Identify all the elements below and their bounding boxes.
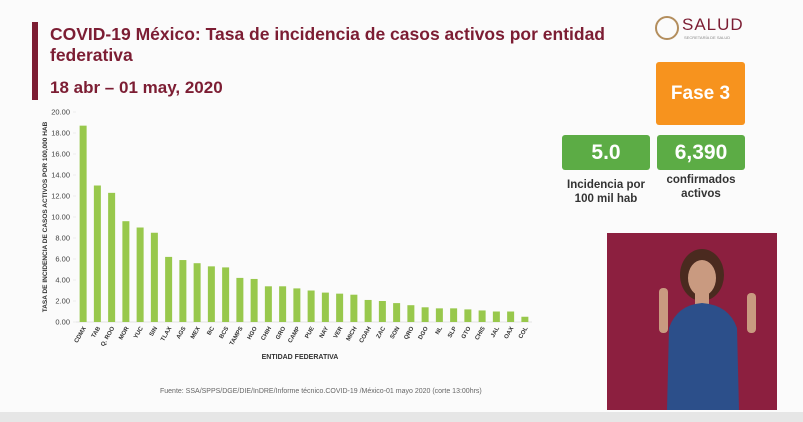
x-tick-label: Q. ROO [100, 326, 116, 348]
logo-sub: SECRETARÍA DE SALUD [684, 35, 731, 40]
incidence-caption: Incidencia por 100 mil hab [567, 179, 645, 205]
x-tick-label: GRO [275, 326, 287, 341]
incidence-box: 5.0 [562, 135, 650, 170]
x-tick-label: GTO [461, 326, 473, 340]
x-tick-label: TLAX [160, 326, 173, 343]
x-tick-label: QRO [404, 326, 416, 341]
bar [478, 310, 486, 322]
bar [435, 308, 443, 322]
y-tick-label: 10.00 [51, 213, 70, 222]
bar [421, 307, 429, 322]
y-tick-label: 6.00 [55, 255, 70, 264]
x-tick-label: MICH [346, 326, 359, 342]
y-tick-label: 2.00 [55, 297, 70, 306]
subtitle: 18 abr – 01 may, 2020 [50, 78, 223, 97]
bar [250, 278, 258, 322]
x-tick-label: JAL [490, 326, 501, 339]
bar [207, 266, 215, 322]
x-tick-label: COL [518, 326, 530, 340]
x-tick-label: OAX [504, 326, 516, 340]
bar [450, 308, 458, 322]
y-tick-label: 20.00 [51, 108, 70, 117]
x-tick-label: ZAC [376, 325, 388, 339]
x-tick-label: PUE [304, 326, 315, 340]
x-axis-label: ENTIDAD FEDERATIVA [262, 354, 339, 361]
y-tick-label: 12.00 [51, 192, 70, 201]
logo-emblem [655, 16, 679, 40]
bar [350, 294, 358, 322]
active-caption: confirmados activos [666, 174, 736, 200]
bar [122, 221, 130, 322]
bar [108, 192, 116, 322]
bar [464, 309, 472, 322]
x-tick-label: NL [435, 326, 444, 336]
bar [378, 301, 386, 322]
y-tick-label: 16.00 [51, 150, 70, 159]
bar [136, 227, 144, 322]
x-tick-label: SIN [149, 326, 159, 338]
x-tick-label: CAMP [288, 326, 302, 344]
bar [393, 303, 401, 322]
x-tick-label: SLP [447, 326, 458, 339]
logo: SALUD [682, 15, 744, 34]
bar [193, 263, 201, 322]
accent-bar [32, 22, 38, 100]
x-tick-label: CHIS [474, 326, 486, 341]
x-tick-label: HGO [247, 326, 259, 341]
x-tick-label: MEX [190, 326, 202, 340]
title: COVID-19 México: Tasa de incidencia de c… [50, 24, 605, 65]
bar [222, 267, 230, 322]
x-tick-label: AGS [176, 326, 188, 340]
bar [321, 292, 329, 322]
x-tick-label: TAB [91, 325, 102, 339]
y-tick-label: 4.00 [55, 276, 70, 285]
bar [407, 305, 415, 322]
y-tick-label: 18.00 [51, 129, 70, 138]
bar [264, 286, 272, 322]
bar [236, 277, 244, 322]
x-tick-label: CDMX [74, 326, 88, 344]
x-tick-label: COAH [359, 326, 373, 344]
x-tick-label: BCS [219, 326, 231, 340]
y-axis-label: TASA DE INCIDENCIA DE CASOS ACTIVOS POR … [42, 121, 49, 312]
bar [364, 299, 372, 322]
x-tick-label: MOR [118, 325, 131, 341]
bar [93, 185, 101, 322]
x-tick-label: SON [390, 326, 402, 340]
bar [79, 125, 87, 323]
x-tick-label: NAY [319, 326, 330, 340]
bar [307, 290, 315, 322]
bar [293, 288, 301, 322]
bar [165, 256, 173, 322]
phase-box: Fase 3 [656, 62, 745, 125]
bar [179, 260, 187, 322]
x-tick-label: CHIH [261, 326, 274, 342]
slide: COVID-19 México: Tasa de incidencia de c… [0, 0, 803, 412]
bar [279, 286, 287, 322]
bar [336, 293, 344, 322]
bar [521, 316, 529, 322]
bar [150, 232, 158, 322]
x-tick-label: TAMPS [229, 326, 244, 347]
x-tick-label: YUC [133, 325, 145, 340]
x-tick-label: VER [333, 325, 345, 339]
x-tick-label: DGO [418, 326, 430, 341]
bar [507, 311, 515, 322]
bar [492, 311, 500, 322]
y-tick-label: 14.00 [51, 171, 70, 180]
y-tick-label: 8.00 [55, 234, 70, 243]
interpreter [607, 233, 777, 410]
x-tick-label: BC [207, 325, 217, 336]
active-box: 6,390 [657, 135, 745, 170]
chart: ENTIDAD FEDERATIVA TASA DE INCIDENCIA DE… [42, 108, 532, 361]
source: Fuente: SSA/SPPS/DGE/DIE/InDRE/Informe t… [160, 388, 482, 395]
y-tick-label: 0.00 [55, 318, 70, 327]
